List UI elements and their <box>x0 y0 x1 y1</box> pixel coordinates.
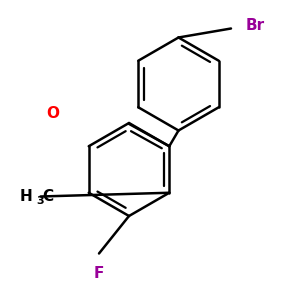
Text: Br: Br <box>246 18 265 33</box>
Text: 3: 3 <box>36 196 44 206</box>
Text: O: O <box>46 106 59 122</box>
Text: F: F <box>94 266 104 280</box>
Text: C: C <box>42 189 53 204</box>
Text: H: H <box>20 189 32 204</box>
